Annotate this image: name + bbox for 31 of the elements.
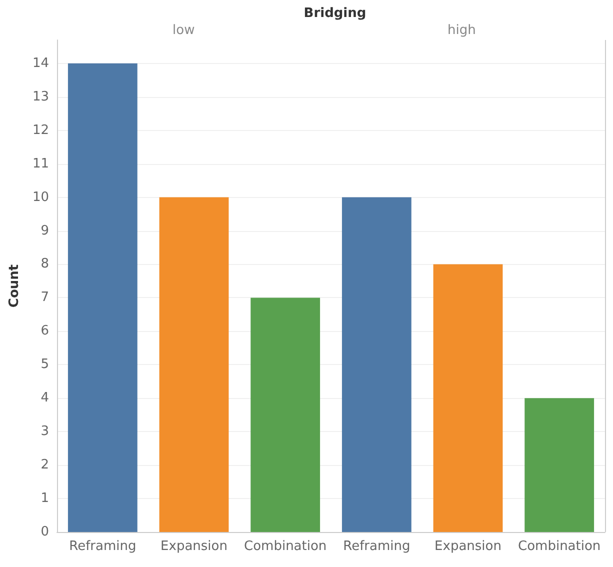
y-tick-label: 14 xyxy=(32,56,49,71)
y-tick-label: 11 xyxy=(32,156,49,172)
y-tick-label: 2 xyxy=(40,458,49,473)
x-tick-label: Combination xyxy=(518,539,601,554)
x-tick-label: Reframing xyxy=(343,539,410,554)
x-tick-label: Expansion xyxy=(434,539,502,554)
y-tick-label: 1 xyxy=(40,491,49,506)
chart-title: Bridging xyxy=(304,6,366,21)
y-tick-label: 7 xyxy=(40,290,49,306)
y-tick-label: 9 xyxy=(40,223,49,238)
y-tick-label: 6 xyxy=(40,324,49,339)
y-tick-label: 3 xyxy=(40,424,49,440)
bar xyxy=(524,398,594,532)
y-tick-label: 0 xyxy=(40,524,49,540)
y-tick-label: 12 xyxy=(32,122,49,138)
bar xyxy=(342,197,412,532)
bar xyxy=(68,63,138,532)
y-axis-title: Count xyxy=(7,264,22,308)
bar xyxy=(250,298,320,532)
x-tick-label: Reframing xyxy=(69,539,136,554)
bar xyxy=(433,264,503,532)
text: high xyxy=(448,23,476,38)
y-tick-label: 13 xyxy=(32,89,49,104)
y-tick-label: 8 xyxy=(40,256,49,272)
text: low xyxy=(172,23,196,38)
x-tick-label: Expansion xyxy=(160,539,228,554)
bar xyxy=(159,197,229,532)
y-tick-label: 5 xyxy=(40,357,49,372)
y-tick-label: 4 xyxy=(40,390,49,406)
y-tick-label: 10 xyxy=(32,190,49,205)
x-tick-label: Combination xyxy=(244,539,327,554)
